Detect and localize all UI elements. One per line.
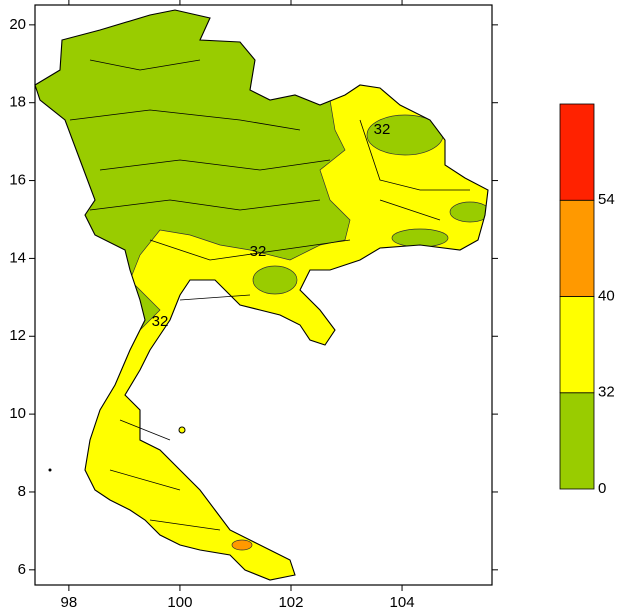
colorbar-label: 32 [598,384,615,401]
colorbar-segment [559,199,595,297]
y-tick-label: 14 [9,249,26,266]
y-tick-label: 12 [9,327,26,344]
x-tick-label: 102 [278,594,303,610]
y-tick-label: 6 [18,561,26,578]
colorbar-label: 54 [598,191,615,208]
contour-label: 32 [152,313,169,330]
contour-label: 32 [250,243,267,260]
colorbar-label: 0 [598,480,606,497]
map-land [34,9,489,581]
plot-frame [34,4,493,586]
y-tick-label: 18 [9,94,26,111]
colorbar-segment [559,392,595,490]
x-tick-label: 100 [167,594,192,610]
x-tick-label: 104 [390,594,415,610]
y-tick-label: 8 [18,483,26,500]
colorbar-segment [559,103,595,201]
colorbar-label: 40 [598,287,615,304]
x-tick-label: 98 [61,594,78,610]
colorbar-segment [559,296,595,394]
contour-label: 32 [374,121,391,138]
y-tick-label: 16 [9,172,26,189]
y-tick-label: 10 [9,405,26,422]
y-tick-label: 20 [9,16,26,33]
